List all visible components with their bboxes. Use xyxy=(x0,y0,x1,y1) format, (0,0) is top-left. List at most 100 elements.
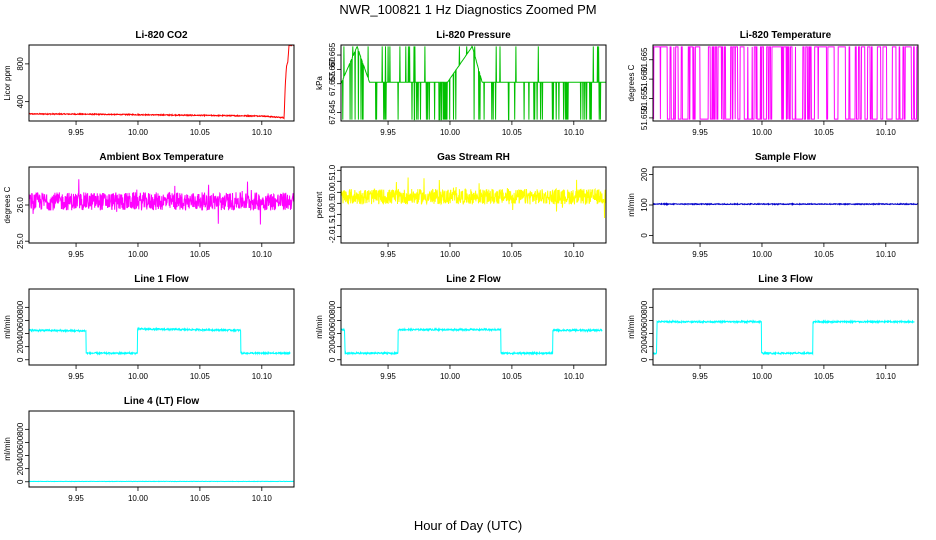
chart-sample-flow: Sample Flow ml/min 9.95 10.00 10.05 10.10 0 100… xyxy=(627,152,919,259)
chart-line-4-lt-flow: Line 4 (LT) Flow ml/min 9.95 10.00 10.05 10.1… xyxy=(3,396,295,503)
panel-title: Sample Flow xyxy=(755,152,816,163)
x-tick-label: 10.00 xyxy=(440,128,461,137)
plot-frame xyxy=(652,288,919,366)
x-tick-label: 9.95 xyxy=(692,250,708,259)
x-tick-label: 10.10 xyxy=(876,250,897,259)
x-tick-label: 10.05 xyxy=(814,372,835,381)
x-tick-label: 10.00 xyxy=(128,250,149,259)
y-tick-label: 400 xyxy=(640,326,649,340)
y-tick-label: 25.0 xyxy=(16,233,25,249)
data-series xyxy=(341,327,603,356)
x-tick-label: 10.10 xyxy=(252,128,273,137)
x-tick-label: 10.05 xyxy=(502,250,523,259)
data-series xyxy=(29,179,294,225)
x-tick-label: 10.10 xyxy=(564,128,585,137)
y-tick-label: 0.0 xyxy=(328,186,337,198)
main-title: NWR_100821 1 Hz Diagnostics Zoomed PM xyxy=(339,2,597,17)
y-tick-label: -2.0 xyxy=(328,229,337,243)
y-tick-label: 800 xyxy=(16,57,25,71)
x-tick-label: 10.00 xyxy=(128,494,149,503)
y-tick-label: -0.5 xyxy=(328,196,337,210)
chart-li-820-pressure: Li-820 Pressure kPa 9.95 10.00 10.05 10.10 67.… xyxy=(315,30,607,137)
y-tick-label: 600 xyxy=(640,313,649,327)
x-tick-label: 9.95 xyxy=(68,372,84,381)
y-tick-label: 600 xyxy=(328,313,337,327)
y-tick-label: 800 xyxy=(640,300,649,314)
y-axis-label: ml/min xyxy=(627,193,636,217)
data-series xyxy=(653,319,915,356)
y-tick-label: 400 xyxy=(16,94,25,108)
x-tick-label: 9.95 xyxy=(68,250,84,259)
chart-gas-stream-rh: Gas Stream RH percent 9.95 10.00 10.05 10.10 -… xyxy=(315,152,607,259)
y-axis-label: ml/min xyxy=(315,315,324,339)
x-tick-label: 9.95 xyxy=(692,372,708,381)
x-tick-label: 10.00 xyxy=(440,372,461,381)
plot-frame xyxy=(652,166,919,244)
x-tick-label: 9.95 xyxy=(692,128,708,137)
y-tick-label: 51.665 xyxy=(640,47,649,72)
x-tick-label: 9.95 xyxy=(380,128,396,137)
y-axis-label: degrees C xyxy=(3,186,12,223)
y-axis-label: Licor ppm xyxy=(3,65,12,100)
x-tick-label: 9.95 xyxy=(68,128,84,137)
data-series xyxy=(653,46,918,120)
y-tick-label: 200 xyxy=(640,167,649,181)
x-tick-label: 10.05 xyxy=(190,372,211,381)
y-tick-label: -1.5 xyxy=(328,218,337,232)
panel-title: Line 1 Flow xyxy=(134,274,189,285)
chart-line-3-flow: Line 3 Flow ml/min 9.95 10.00 10.05 10.10 0 200… xyxy=(627,274,919,381)
y-axis-label: ml/min xyxy=(627,315,636,339)
x-tick-label: 10.05 xyxy=(502,372,523,381)
y-tick-label: 26.0 xyxy=(16,197,25,213)
x-axis-title: Hour of Day (UTC) xyxy=(413,518,523,533)
x-tick-label: 10.10 xyxy=(564,372,585,381)
chart-line-1-flow: Line 1 Flow ml/min 9.95 10.00 10.05 10.10 0 200… xyxy=(3,274,295,381)
y-axis-label: ml/min xyxy=(3,437,12,461)
y-tick-label: 400 xyxy=(16,326,25,340)
chart-ambient-box-temperature: Ambient Box Temperature degrees C 9.95 10.0… xyxy=(3,152,295,259)
y-tick-label: 0 xyxy=(16,357,25,362)
plot-frame xyxy=(340,44,607,122)
x-tick-label: 10.10 xyxy=(564,250,585,259)
plot-frame xyxy=(340,166,607,244)
y-tick-label: 51.650 xyxy=(640,105,649,130)
x-tick-label: 10.10 xyxy=(876,372,897,381)
y-tick-label: 0 xyxy=(328,357,337,362)
x-tick-label: 10.05 xyxy=(190,128,211,137)
y-axis-label: ml/min xyxy=(3,315,12,339)
y-tick-label: -1.0 xyxy=(328,207,337,221)
data-series xyxy=(653,202,918,207)
y-tick-label: 600 xyxy=(16,435,25,449)
x-tick-label: 10.00 xyxy=(752,128,773,137)
x-tick-label: 10.05 xyxy=(190,494,211,503)
y-tick-label: 200 xyxy=(16,461,25,475)
x-tick-label: 10.10 xyxy=(252,372,273,381)
y-tick-label: 67.660 xyxy=(328,57,337,82)
y-tick-label: 67.655 xyxy=(328,71,337,96)
y-tick-label: 0 xyxy=(640,357,649,362)
y-tick-label: 200 xyxy=(16,339,25,353)
panel-title: Li-820 Pressure xyxy=(436,30,511,41)
plot-frame xyxy=(340,288,607,366)
chart-li-820-co2: Li-820 CO2 Licor ppm 9.95 10.00 10.05 10.10 40… xyxy=(3,30,295,137)
data-series xyxy=(341,45,606,121)
data-series xyxy=(29,45,294,120)
y-axis-label: kPa xyxy=(315,76,324,90)
x-tick-label: 10.00 xyxy=(752,250,773,259)
y-tick-label: 400 xyxy=(16,448,25,462)
panel-title: Gas Stream RH xyxy=(437,152,510,163)
x-tick-label: 9.95 xyxy=(380,250,396,259)
x-tick-label: 9.95 xyxy=(380,372,396,381)
y-tick-label: 0 xyxy=(16,479,25,484)
panel-title: Line 3 Flow xyxy=(758,274,813,285)
y-tick-label: 51.660 xyxy=(640,66,649,91)
panel-title: Line 2 Flow xyxy=(446,274,501,285)
x-tick-label: 10.05 xyxy=(814,250,835,259)
x-tick-label: 10.05 xyxy=(502,128,523,137)
x-tick-label: 10.00 xyxy=(128,128,149,137)
y-tick-label: 0.5 xyxy=(328,175,337,187)
plot-frame xyxy=(28,410,295,488)
chart-li-820-temperature: Li-820 Temperature degrees C 9.95 10.00 10.0… xyxy=(627,30,919,137)
y-tick-label: 1.0 xyxy=(328,164,337,176)
